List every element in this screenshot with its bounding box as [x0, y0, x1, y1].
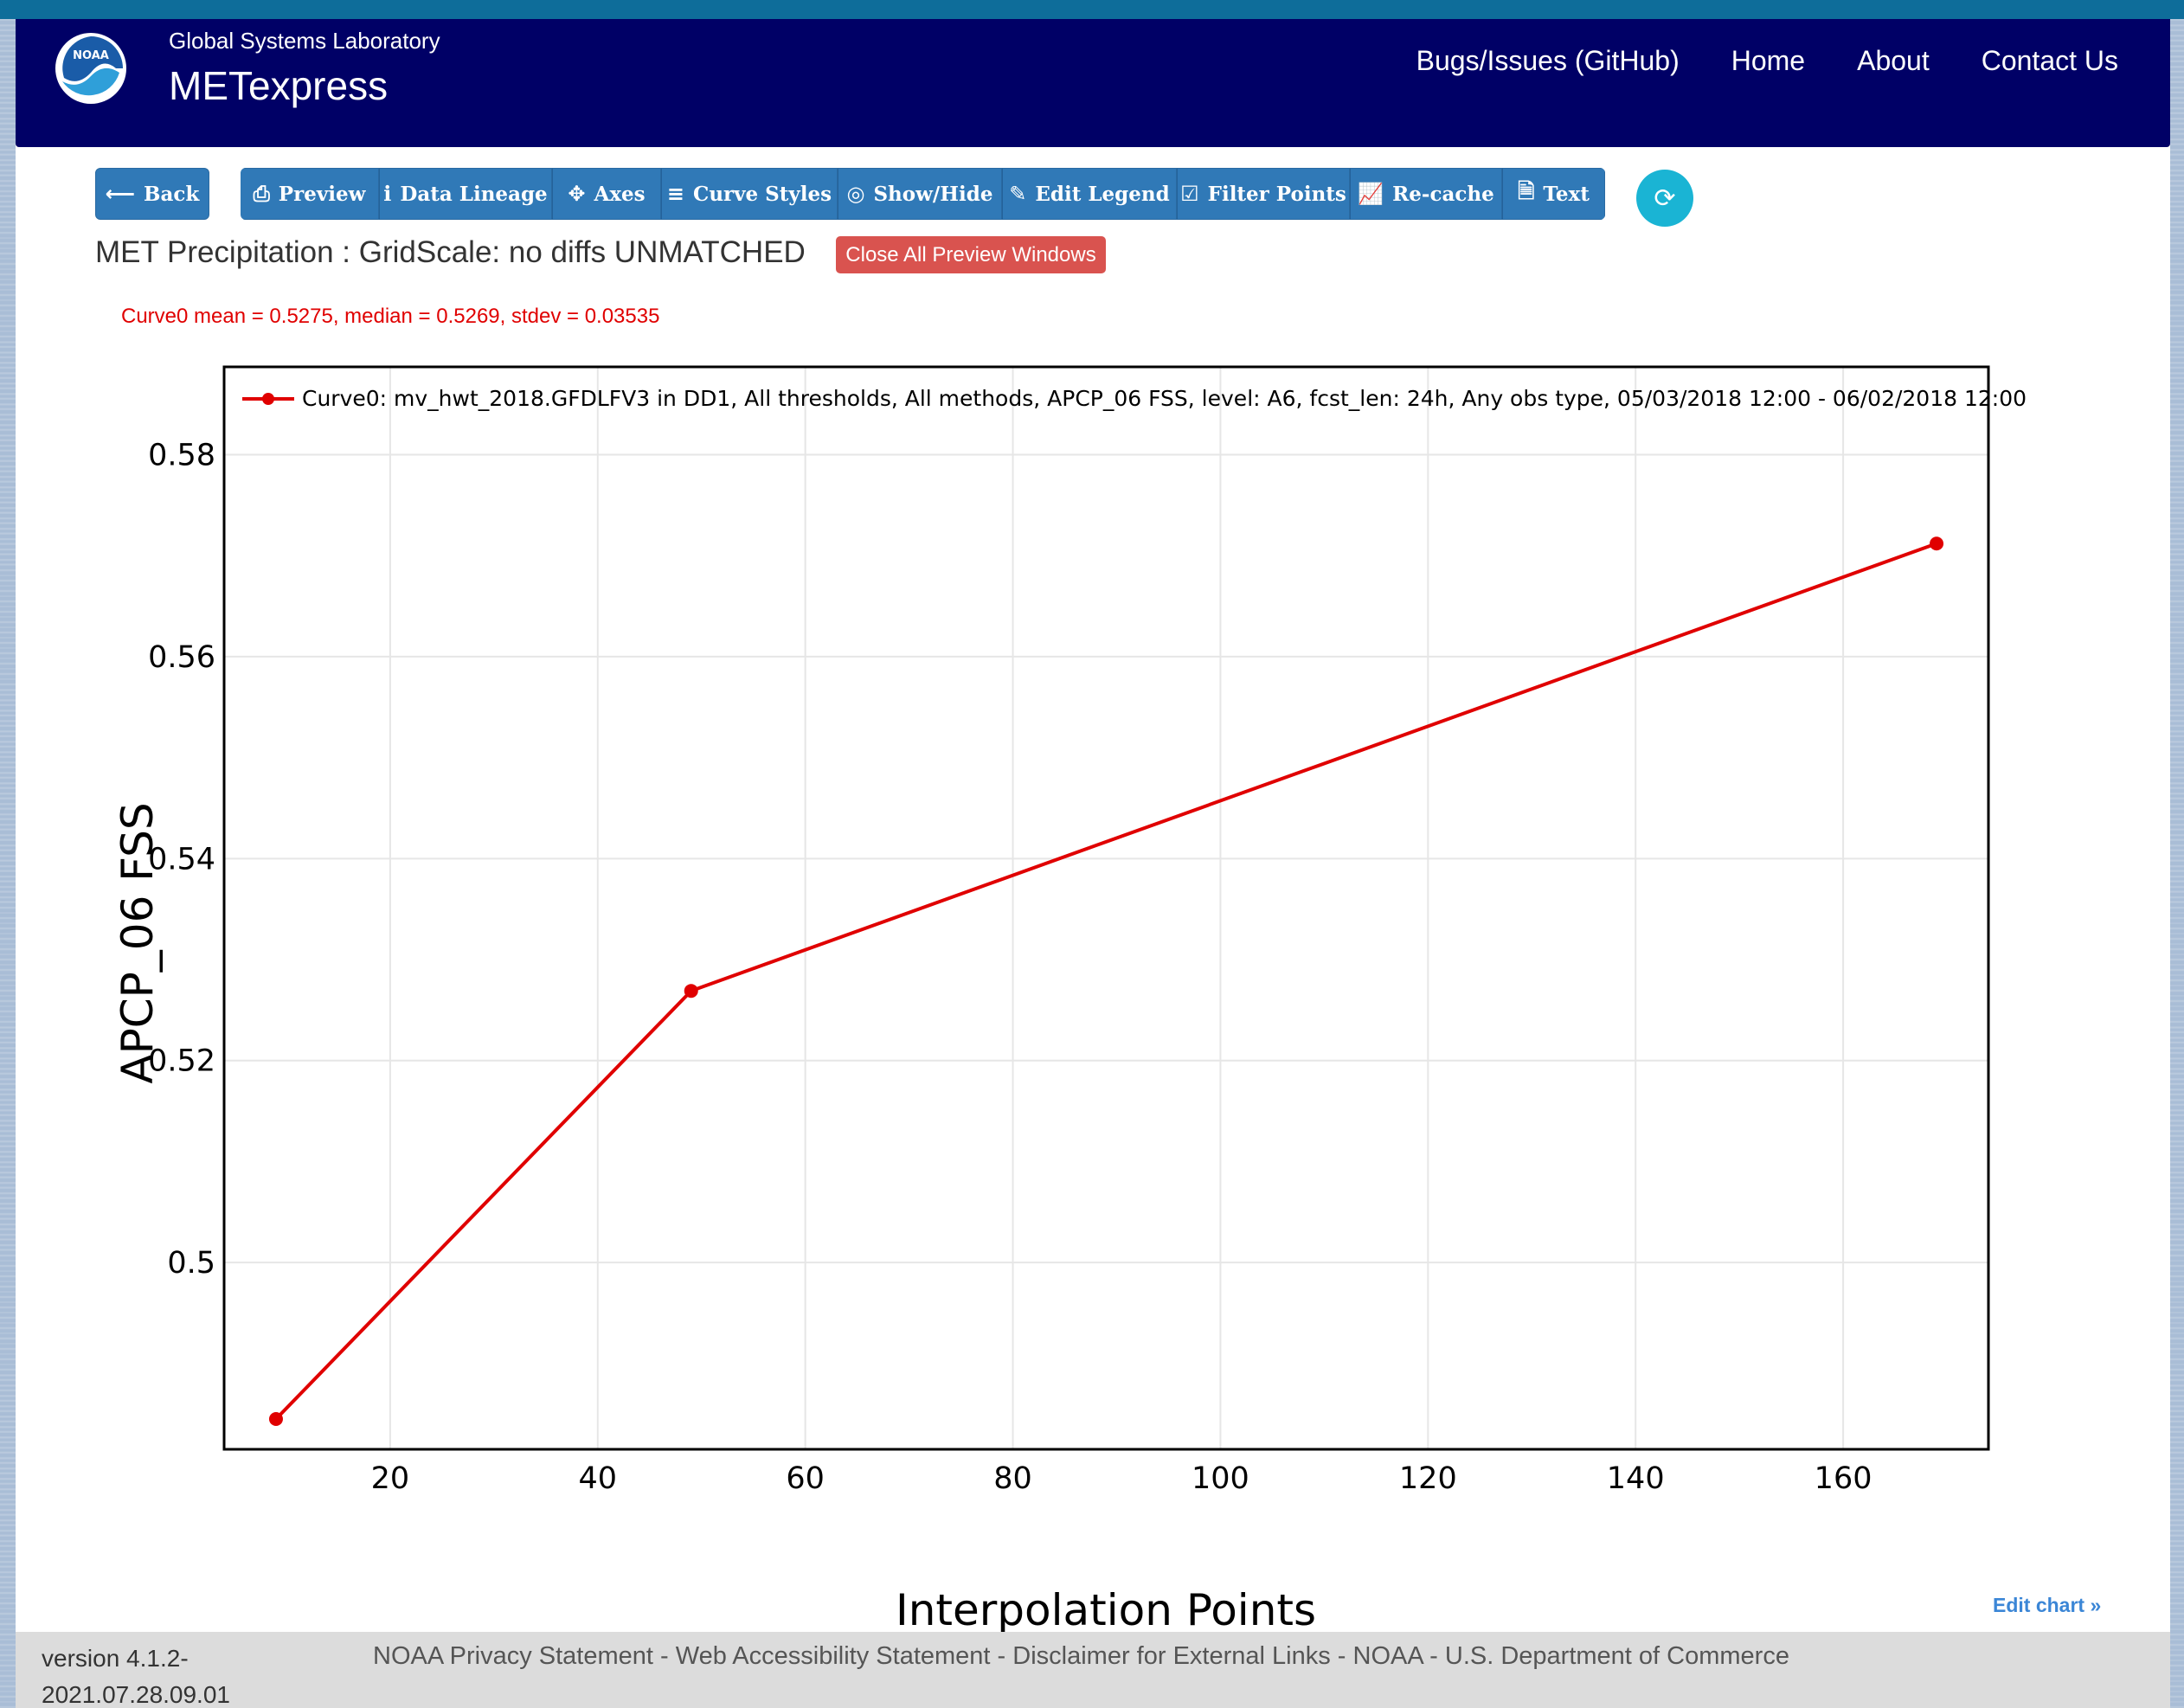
grid-layer [224, 367, 1988, 1449]
nav-about-link[interactable]: About [1857, 45, 1930, 76]
disclaimer-link[interactable]: Disclaimer for External Links [1012, 1642, 1331, 1670]
x-tick-label: 100 [1192, 1461, 1249, 1496]
version-line-2: 2021.07.28.09.01 [42, 1681, 230, 1708]
checkbox-icon: ☑ [1180, 182, 1199, 206]
edit-chart-link[interactable]: Edit chart » [1993, 1594, 2102, 1616]
top-strip [0, 0, 2184, 19]
data-point [684, 984, 698, 998]
app-title[interactable]: METexpress [169, 63, 389, 108]
filter-points-label: Filter Points [1207, 182, 1346, 206]
version-line-1: version 4.1.2- [42, 1645, 189, 1672]
x-tick-label: 140 [1607, 1461, 1665, 1496]
refresh-button[interactable]: ⟳ [1636, 170, 1693, 227]
data-point [1930, 536, 1944, 551]
refresh-icon: ⟳ [1654, 183, 1676, 213]
privacy-link[interactable]: NOAA Privacy Statement [373, 1642, 653, 1670]
pencil-icon: ✎ [1009, 182, 1027, 206]
x-tick-label: 160 [1815, 1461, 1872, 1496]
legend-entry: Curve0: mv_hwt_2018.GFDLFV3 in DD1, All … [302, 386, 2027, 411]
plot-title: MET Precipitation : GridScale: no diffs … [95, 235, 806, 269]
edit-legend-button[interactable]: ✎ Edit Legend [1002, 168, 1177, 220]
y-tick-label: 0.54 [148, 842, 215, 876]
version-text: version 4.1.2- 2021.07.28.09.01 [42, 1641, 230, 1708]
legend[interactable]: Curve0: mv_hwt_2018.GFDLFV3 in DD1, All … [242, 386, 2027, 411]
plot-button-group: ⎙ Preview ℹ Data Lineage ✥ Axes ≡ Curve … [241, 168, 1605, 220]
eye-slash-icon: ◎ [846, 182, 865, 206]
move-icon: ✥ [568, 182, 586, 206]
tick-layer: 20 40 60 80 100 120 140 160 0.5 0.52 0.54 0.56 0.58 [148, 439, 1872, 1496]
curve-stats: Curve0 mean = 0.5275, median = 0.5269, s… [121, 305, 660, 328]
close-all-previews-button[interactable]: Close All Preview Windows [836, 236, 1106, 273]
axes-button[interactable]: ✥ Axes [552, 168, 661, 220]
x-axis-label: Interpolation Points [896, 1585, 1316, 1632]
series-line [274, 542, 1937, 1421]
arrow-left-icon: ⟵ [105, 182, 136, 206]
y-tick-label: 0.5 [167, 1246, 215, 1281]
preview-button[interactable]: ⎙ Preview [241, 168, 379, 220]
doc-link[interactable]: U.S. Department of Commerce [1444, 1642, 1789, 1670]
print-icon: ⎙ [253, 182, 270, 206]
series-layer [268, 536, 1944, 1426]
show-hide-label: Show/Hide [873, 182, 993, 206]
nav-bugs-link[interactable]: Bugs/Issues (GitHub) [1416, 45, 1680, 76]
x-tick-label: 80 [993, 1461, 1032, 1496]
x-tick-label: 120 [1399, 1461, 1457, 1496]
y-tick-label: 0.56 [148, 640, 215, 675]
footer: version 4.1.2- 2021.07.28.09.01 NOAA Pri… [16, 1632, 2170, 1708]
line-chart-icon: 📈 [1358, 182, 1384, 206]
text-button[interactable]: 🗎 Text [1502, 168, 1605, 220]
data-lineage-button[interactable]: ℹ Data Lineage [379, 168, 552, 220]
x-tick-label: 20 [371, 1461, 410, 1496]
filter-points-button[interactable]: ☑ Filter Points [1177, 168, 1350, 220]
x-tick-label: 60 [786, 1461, 825, 1496]
show-hide-button[interactable]: ◎ Show/Hide [838, 168, 1002, 220]
y-tick-label: 0.52 [148, 1044, 215, 1079]
y-axis-label: APCP_06 FSS [112, 802, 163, 1083]
plot-frame [222, 365, 1990, 1451]
info-icon: ℹ [383, 182, 392, 206]
page: NOAA Global Systems Laboratory METexpres… [16, 19, 2170, 1708]
org-name: Global Systems Laboratory [169, 28, 440, 54]
header-bar: NOAA Global Systems Laboratory METexpres… [16, 19, 2170, 147]
x-tick-label: 40 [579, 1461, 618, 1496]
re-cache-label: Re-cache [1392, 182, 1494, 206]
list-icon: ≡ [666, 182, 685, 206]
nav-contact-link[interactable]: Contact Us [1981, 45, 2118, 76]
preview-label: Preview [278, 182, 366, 206]
data-point [268, 1411, 283, 1426]
data-lineage-label: Data Lineage [400, 182, 548, 206]
text-label: Text [1543, 182, 1590, 206]
curve-styles-button[interactable]: ≡ Curve Styles [661, 168, 838, 220]
noaa-logo-icon: NOAA [56, 34, 125, 103]
axes-label: Axes [594, 182, 646, 206]
logo-text: NOAA [73, 49, 109, 62]
footer-links: NOAA Privacy Statement - Web Accessibili… [373, 1642, 1789, 1670]
y-tick-label: 0.58 [148, 439, 215, 473]
noaa-link[interactable]: NOAA [1352, 1642, 1423, 1670]
document-icon: 🗎 [1518, 178, 1535, 203]
accessibility-link[interactable]: Web Accessibility Statement [675, 1642, 991, 1670]
re-cache-button[interactable]: 📈 Re-cache [1350, 168, 1502, 220]
edit-legend-label: Edit Legend [1035, 182, 1170, 206]
nav-home-link[interactable]: Home [1731, 45, 1806, 76]
fss-line-chart: 20 40 60 80 100 120 140 1600.50.520.540.560.58 … [112, 365, 2027, 1632]
top-nav: Bugs/Issues (GitHub) Home About Contact … [1416, 45, 2118, 77]
back-label: Back [144, 182, 200, 206]
curve-styles-label: Curve Styles [693, 182, 832, 206]
back-button[interactable]: ⟵ Back [95, 168, 209, 220]
noaa-logo[interactable]: NOAA [55, 33, 126, 104]
legend-marker [262, 393, 274, 405]
